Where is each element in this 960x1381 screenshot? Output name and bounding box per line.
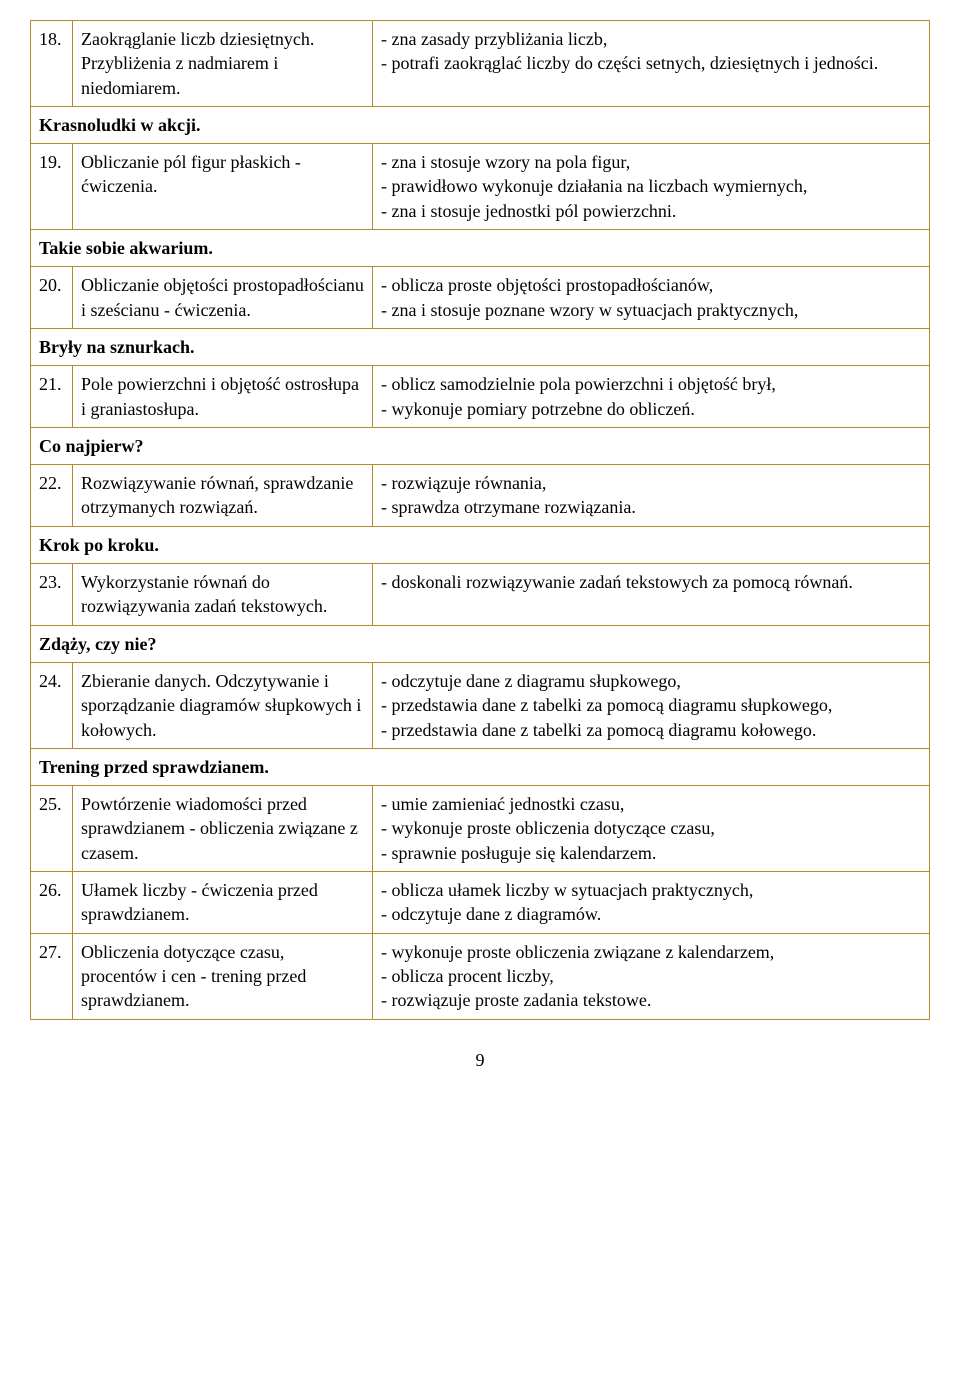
section-label: Trening przed sprawdzianem. <box>31 748 930 785</box>
row-outcomes: - oblicza ułamek liczby w sytuacjach pra… <box>373 872 930 934</box>
row-topic: Obliczanie objętości prostopadłościanu i… <box>73 267 373 329</box>
table-row: 25.Powtórzenie wiadomości przed sprawdzi… <box>31 786 930 872</box>
row-topic: Wykorzystanie równań do rozwiązywania za… <box>73 564 373 626</box>
table-row: 26.Ułamek liczby - ćwiczenia przed spraw… <box>31 872 930 934</box>
row-topic: Pole powierzchni i objętość ostrosłupa i… <box>73 366 373 428</box>
section-label: Krok po kroku. <box>31 526 930 563</box>
row-topic: Powtórzenie wiadomości przed sprawdziane… <box>73 786 373 872</box>
row-topic: Obliczenia dotyczące czasu, procentów i … <box>73 933 373 1019</box>
row-number: 26. <box>31 872 73 934</box>
table-row: 21.Pole powierzchni i objętość ostrosłup… <box>31 366 930 428</box>
table-row: 22.Rozwiązywanie równań, sprawdzanie otr… <box>31 465 930 527</box>
row-number: 25. <box>31 786 73 872</box>
row-outcomes: - rozwiązuje równania, - sprawdza otrzym… <box>373 465 930 527</box>
row-outcomes: - wykonuje proste obliczenia związane z … <box>373 933 930 1019</box>
table-row: 23.Wykorzystanie równań do rozwiązywania… <box>31 564 930 626</box>
table-row: 24.Zbieranie danych. Odczytywanie i spor… <box>31 662 930 748</box>
section-row: Krok po kroku. <box>31 526 930 563</box>
row-outcomes: - umie zamieniać jednostki czasu, - wyko… <box>373 786 930 872</box>
row-outcomes: - odczytuje dane z diagramu słupkowego, … <box>373 662 930 748</box>
section-label: Takie sobie akwarium. <box>31 230 930 267</box>
row-outcomes: - oblicza proste objętości prostopadłośc… <box>373 267 930 329</box>
row-number: 21. <box>31 366 73 428</box>
row-number: 19. <box>31 144 73 230</box>
section-row: Co najpierw? <box>31 427 930 464</box>
row-number: 18. <box>31 21 73 107</box>
section-label: Krasnoludki w akcji. <box>31 106 930 143</box>
section-row: Bryły na sznurkach. <box>31 328 930 365</box>
row-outcomes: - oblicz samodzielnie pola powierzchni i… <box>373 366 930 428</box>
row-outcomes: - zna zasady przybliżania liczb, - potra… <box>373 21 930 107</box>
row-number: 20. <box>31 267 73 329</box>
row-topic: Zbieranie danych. Odczytywanie i sporząd… <box>73 662 373 748</box>
table-row: 27.Obliczenia dotyczące czasu, procentów… <box>31 933 930 1019</box>
row-topic: Rozwiązywanie równań, sprawdzanie otrzym… <box>73 465 373 527</box>
row-number: 23. <box>31 564 73 626</box>
section-row: Takie sobie akwarium. <box>31 230 930 267</box>
section-row: Zdąży, czy nie? <box>31 625 930 662</box>
table-row: 20.Obliczanie objętości prostopadłościan… <box>31 267 930 329</box>
row-topic: Zaokrąglanie liczb dziesiętnych. Przybli… <box>73 21 373 107</box>
row-outcomes: - zna i stosuje wzory na pola figur, - p… <box>373 144 930 230</box>
row-topic: Obliczanie pól figur płaskich - ćwiczeni… <box>73 144 373 230</box>
section-row: Trening przed sprawdzianem. <box>31 748 930 785</box>
section-label: Zdąży, czy nie? <box>31 625 930 662</box>
row-number: 22. <box>31 465 73 527</box>
table-row: 18.Zaokrąglanie liczb dziesiętnych. Przy… <box>31 21 930 107</box>
row-topic: Ułamek liczby - ćwiczenia przed sprawdzi… <box>73 872 373 934</box>
section-row: Krasnoludki w akcji. <box>31 106 930 143</box>
section-label: Bryły na sznurkach. <box>31 328 930 365</box>
row-number: 24. <box>31 662 73 748</box>
table-row: 19.Obliczanie pól figur płaskich - ćwicz… <box>31 144 930 230</box>
row-outcomes: - doskonali rozwiązywanie zadań tekstowy… <box>373 564 930 626</box>
curriculum-table: 18.Zaokrąglanie liczb dziesiętnych. Przy… <box>30 20 930 1020</box>
page-number: 9 <box>30 1050 930 1071</box>
section-label: Co najpierw? <box>31 427 930 464</box>
row-number: 27. <box>31 933 73 1019</box>
